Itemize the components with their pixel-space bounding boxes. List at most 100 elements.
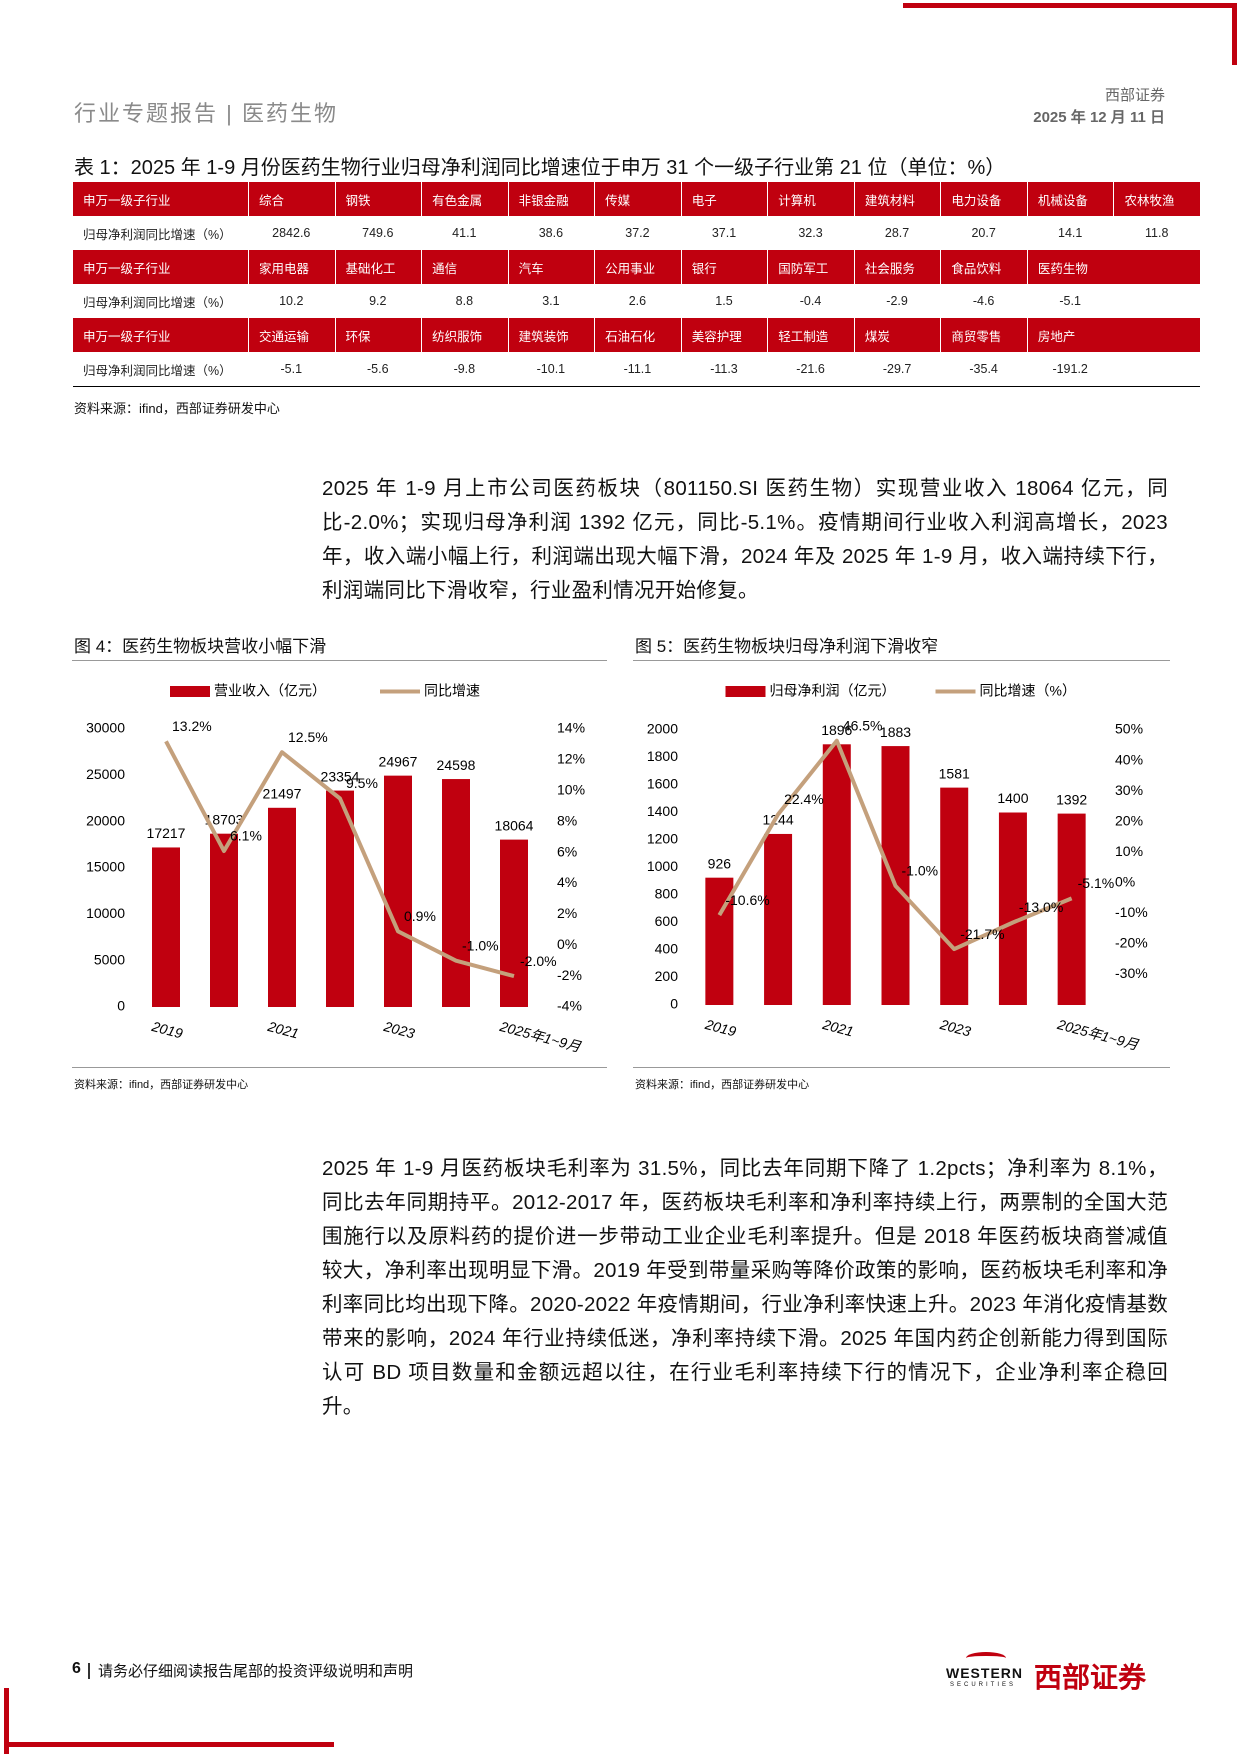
y-tick-label: 1000 (647, 858, 678, 874)
line-value-label: 6.1% (230, 828, 262, 844)
y-tick-label: 2000 (647, 721, 678, 737)
industry-name: 通信 (421, 250, 508, 284)
y-tick-label: 1400 (647, 803, 678, 819)
chart-title: 图 5：医药生物板块归母净利润下滑收窄 (635, 637, 939, 656)
bar (940, 787, 969, 1005)
line-value-label: -10.6% (725, 892, 769, 908)
y-tick-label: 15000 (86, 859, 125, 875)
logo-sub: SECURITIES (950, 1682, 1017, 1688)
x-tick-label: 2025年1~9月 (1055, 1016, 1141, 1053)
bar-value-label: 1581 (939, 765, 970, 781)
growth-value: -191.2 (1052, 362, 1088, 376)
industry-name: 电力设备 (940, 182, 1027, 216)
industry-name: 纺织服饰 (421, 318, 508, 352)
y2-tick-label: 40% (1115, 751, 1143, 767)
legend-label: 同比增速（%） (980, 683, 1076, 699)
paragraph: 2025 年 1-9 月上市公司医药板块（801150.SI 医药生物）实现营业… (322, 477, 1168, 602)
y2-tick-label: -4% (557, 998, 582, 1014)
growth-value: 41.1 (452, 226, 477, 240)
growth-value: 20.7 (971, 226, 996, 240)
growth-value: 10.2 (279, 294, 304, 308)
y-tick-label: 600 (655, 913, 679, 929)
y2-tick-label: 6% (557, 843, 577, 859)
growth-value: -2.9 (886, 294, 908, 308)
table-header-label: 申万一级子行业 (83, 329, 171, 344)
table-row-label: 归母净利润同比增速（%） (83, 295, 232, 310)
growth-value: -0.4 (799, 294, 822, 308)
industry-name: 有色金属 (421, 182, 508, 216)
x-tick-label: 2021 (265, 1018, 300, 1042)
header-company: 西部证券 (1104, 87, 1165, 104)
growth-value: -21.6 (796, 362, 825, 376)
industry-name: 房地产 (1026, 318, 1114, 352)
table-header-label: 申万一级子行业 (83, 193, 171, 208)
growth-value: 2842.6 (272, 226, 311, 240)
growth-value: -35.4 (969, 362, 998, 376)
bar (326, 790, 354, 1007)
line-value-label: 13.2% (172, 718, 212, 734)
industry-name: 计算机 (767, 182, 854, 216)
y-tick-label: 400 (655, 941, 679, 957)
growth-value: -29.7 (882, 362, 912, 376)
y2-tick-label: 50% (1115, 721, 1143, 737)
growth-value: 8.8 (455, 294, 474, 308)
bar (384, 775, 412, 1007)
chart-title: 图 4：医药生物板块营收小幅下滑 (74, 637, 327, 656)
y2-tick-label: 14% (557, 720, 585, 736)
industry-name: 电子 (680, 182, 768, 216)
line (717, 738, 1073, 952)
growth-value: -5.6 (367, 362, 389, 376)
industry-name: 基础化工 (334, 250, 422, 284)
industry-name: 美容护理 (680, 318, 768, 352)
industry-name: 建筑材料 (853, 182, 941, 216)
bar-value-label: 21497 (263, 785, 302, 801)
y2-tick-label: 0% (1115, 873, 1135, 889)
table-row-label: 归母净利润同比增速（%） (83, 227, 232, 242)
industry-name: 汽车 (507, 250, 595, 284)
industry-name: 机械设备 (1026, 182, 1114, 216)
corner-line (4, 1742, 334, 1747)
y-tick-label: 20000 (86, 812, 125, 828)
x-tick-label: 2023 (381, 1018, 416, 1042)
table-row-label: 归母净利润同比增速（%） (83, 363, 232, 378)
industry-name: 国防军工 (767, 250, 854, 284)
x-tick-label: 2019 (149, 1018, 184, 1042)
line (164, 740, 515, 979)
table-header-label: 申万一级子行业 (83, 261, 171, 276)
line-value-label: -13.0% (1019, 899, 1063, 915)
table-caption: 表 1：2025 年 1-9 月份医药生物行业归母净利润同比增速位于申万 31 … (74, 157, 1006, 179)
legend-label: 归母净利润（亿元） (770, 683, 896, 699)
y-tick-label: 1200 (647, 831, 678, 847)
y2-tick-label: 4% (557, 874, 577, 890)
table-header-row (73, 250, 1200, 284)
growth-value: 2.6 (628, 294, 647, 308)
growth-value: -11.1 (623, 362, 652, 376)
growth-value: 28.7 (884, 226, 910, 240)
table-header-row (73, 182, 1200, 216)
growth-value: 11.8 (1145, 226, 1169, 240)
line-value-label: -1.0% (902, 863, 939, 879)
industry-name: 银行 (680, 250, 768, 284)
industry-name: 社会服务 (853, 250, 941, 284)
bar-value-label: 24967 (379, 753, 418, 769)
growth-value: -4.6 (972, 294, 995, 308)
y-tick-label: 0 (670, 996, 678, 1012)
bar (998, 812, 1027, 1005)
y-tick-label: 10000 (86, 905, 125, 921)
logo-emblem (966, 1652, 1006, 1664)
bar (210, 833, 238, 1007)
growth-value: 14.1 (1058, 226, 1083, 240)
header-date: 2025 年 12 月 11 日 (1033, 109, 1165, 126)
industry-name: 交通运输 (248, 318, 335, 352)
line-value-label: 46.5% (843, 717, 883, 733)
growth-value: -10.1 (536, 362, 566, 376)
chart: 0 5000 10000 15000 20000 25000 30000 -4% -2% 0% 2%… (72, 660, 607, 1068)
industry-name: 传媒 (594, 182, 681, 216)
table-header-row (73, 318, 1200, 352)
y-tick-label: 1600 (647, 776, 678, 792)
line-value-label: -1.0% (462, 937, 499, 953)
chart-source: 资料来源：ifind，西部证券研发中心 (74, 1079, 249, 1091)
table-bottom-rule (73, 386, 1200, 387)
y-tick-label: 30000 (86, 720, 125, 736)
